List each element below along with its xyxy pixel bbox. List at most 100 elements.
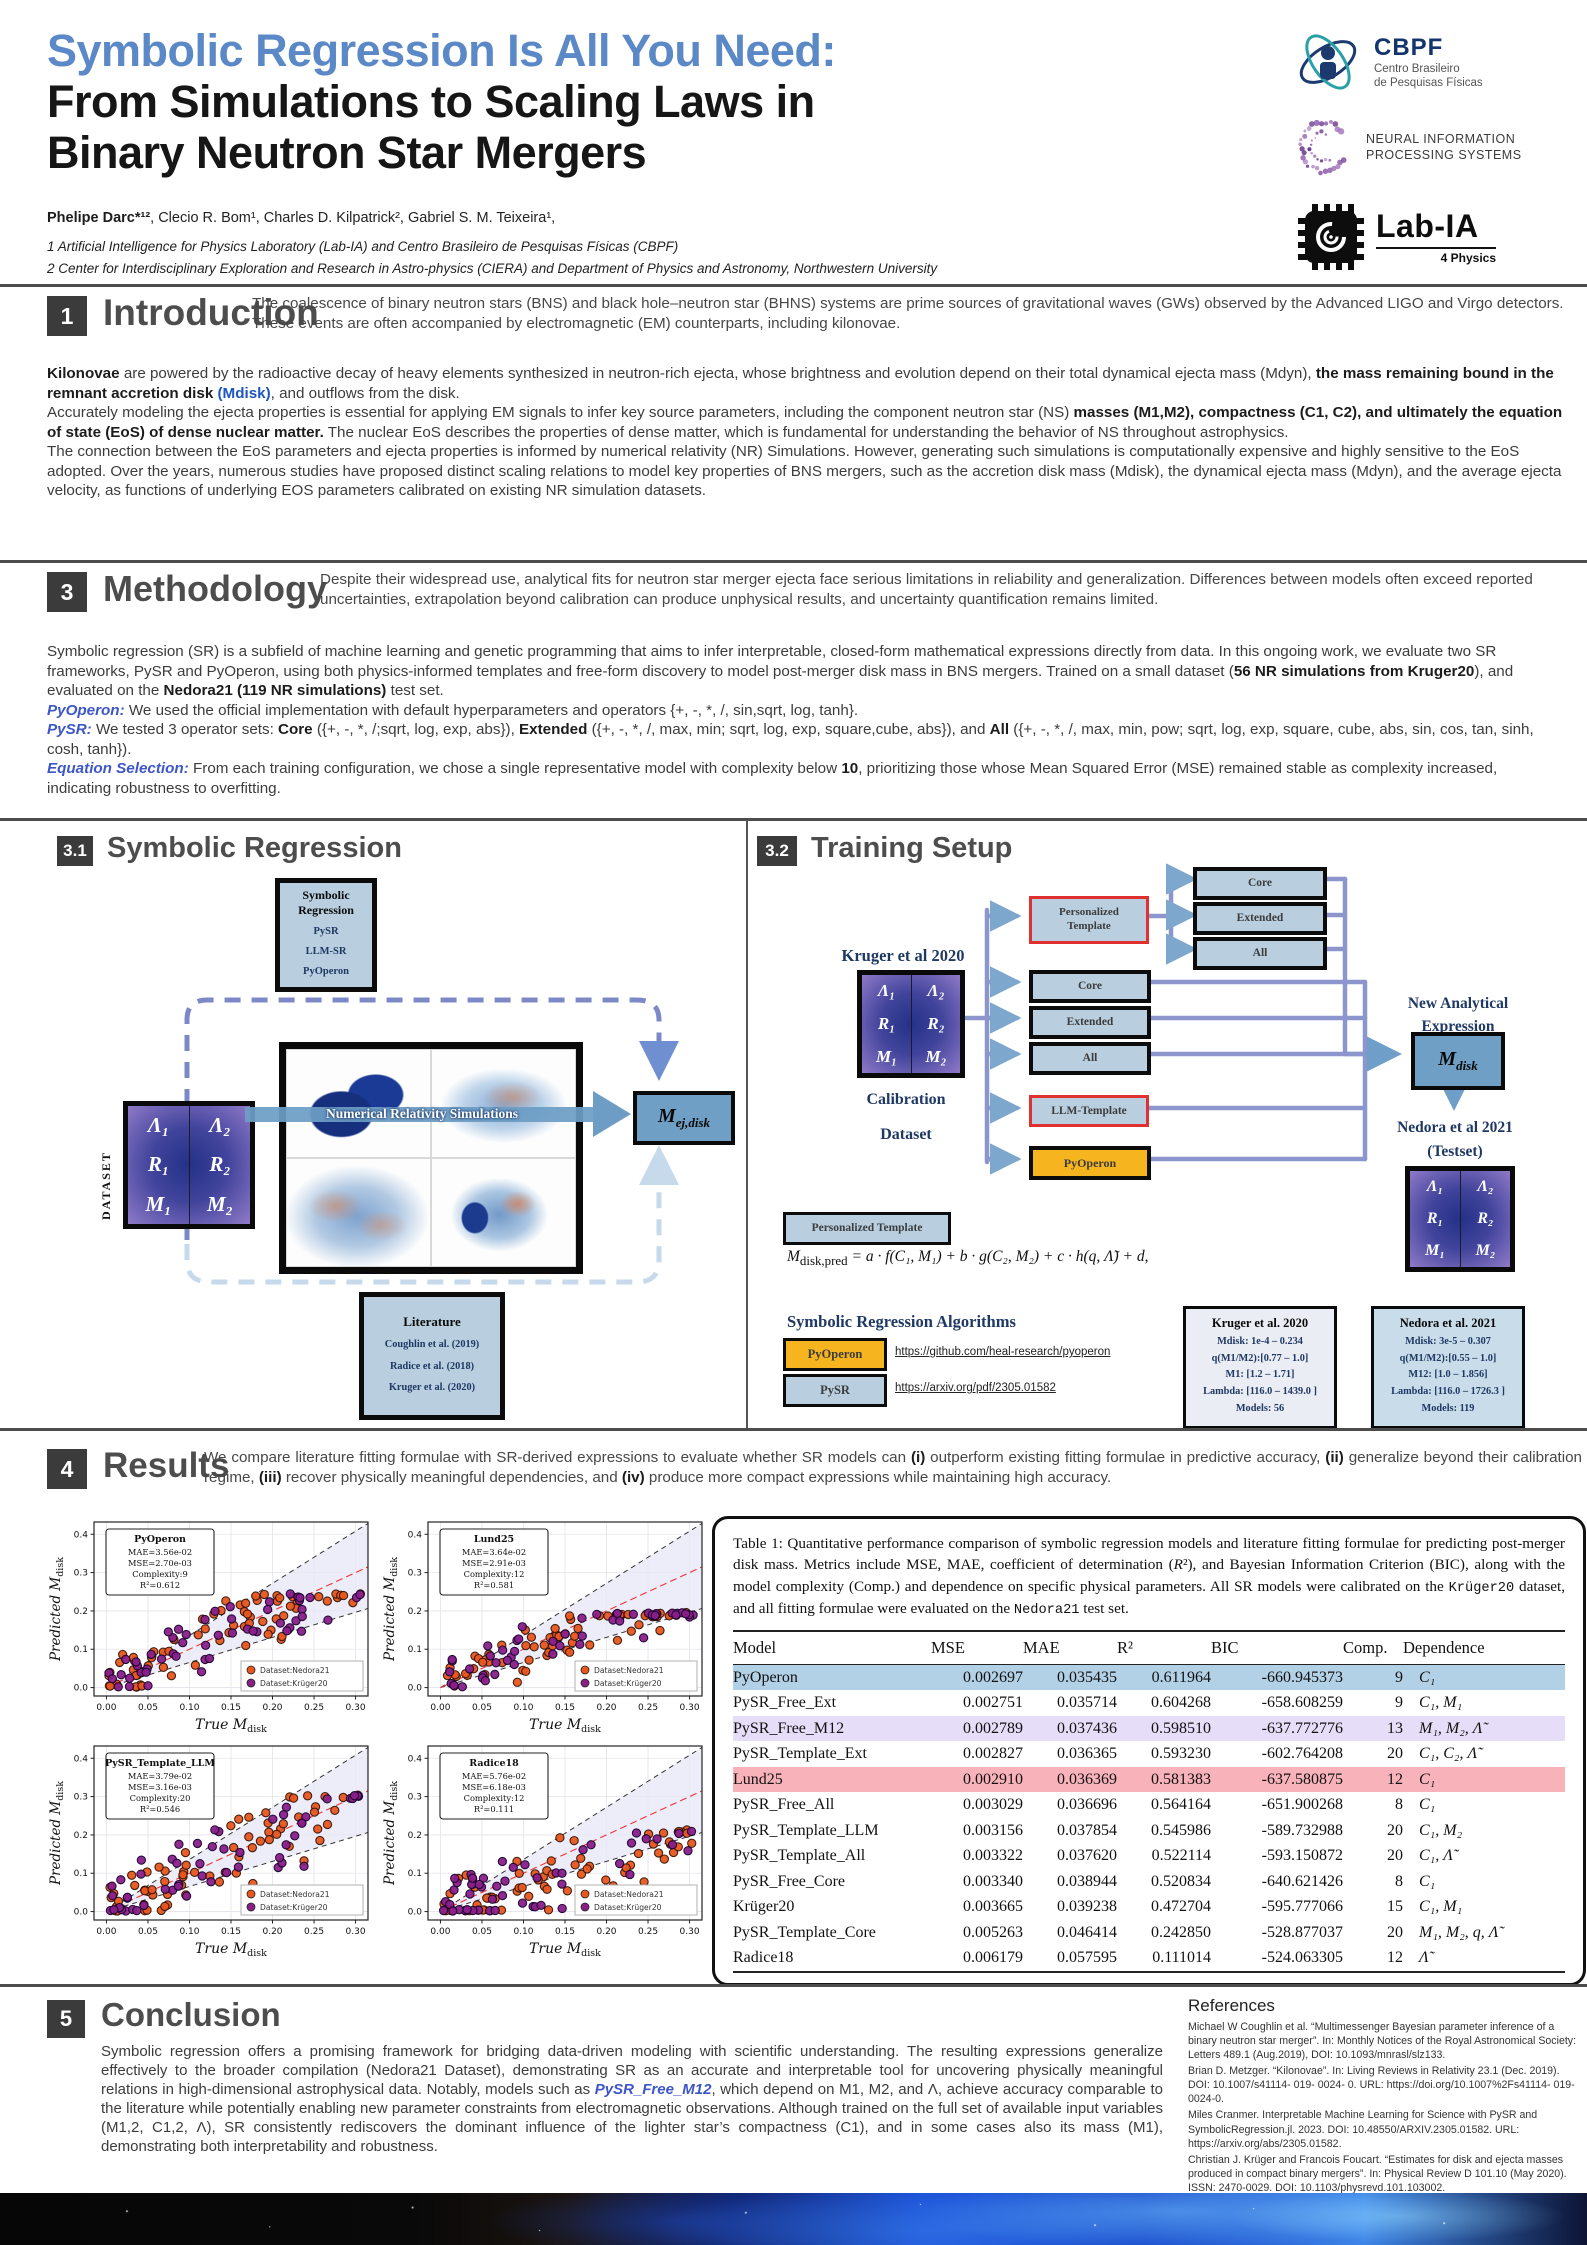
- cell-comp: 9: [1395, 1668, 1403, 1686]
- cell-dependence: C₁, M₂: [1419, 1821, 1463, 1839]
- svg-text:0.30: 0.30: [346, 1927, 366, 1937]
- cell-comp: 20: [1387, 1821, 1403, 1839]
- svg-text:0.30: 0.30: [680, 1703, 700, 1713]
- affiliation-2: 2 Center for Interdisciplinary Explorati…: [47, 261, 938, 277]
- scatter-plot-pyoperon: 0.00 0.05 0.10 0.15 0.20 0.25 0.30 0.0 0.1 0.2 0.3…: [48, 1512, 378, 1739]
- svg-text:0.05: 0.05: [472, 1927, 492, 1937]
- cell-dependence: C₁: [1419, 1796, 1436, 1814]
- affiliations: 1 Artificial Intelligence for Physics La…: [47, 236, 1247, 281]
- poster-title: Symbolic Regression Is All You Need: Fro…: [47, 25, 947, 179]
- cell-dependence: M₁, M₂, Λ̃: [1419, 1719, 1483, 1737]
- intro-blurb: The coalescence of binary neutron stars …: [252, 295, 1564, 332]
- pyoperon-link-box: PyOperon: [783, 1338, 887, 1371]
- matrix-entry: R₂: [1477, 1210, 1494, 1227]
- mejdisk-box: Mej,disk: [633, 1091, 735, 1145]
- kruger-range-box: Kruger et al. 2020 Mdisk: 1e-4 – 0.234 q(…: [1183, 1306, 1337, 1428]
- matrix-entry: M₁: [1425, 1242, 1445, 1259]
- personalized-template-box: Personalized Template: [1029, 896, 1149, 944]
- personalized-template-legend: Personalized Template: [783, 1212, 951, 1245]
- cell-model: Lund25: [733, 1770, 783, 1788]
- cell-r2: 0.604268: [1151, 1694, 1211, 1712]
- svg-text:Predicted Mdisk: Predicted Mdisk: [382, 1781, 400, 1886]
- labia-chip-icon: [1298, 204, 1364, 270]
- svg-text:0.2: 0.2: [74, 1607, 88, 1617]
- table-header-cell: R²: [1117, 1637, 1133, 1657]
- cell-model: PySR_Template_All: [733, 1847, 866, 1865]
- svg-text:0.15: 0.15: [221, 1927, 241, 1937]
- svg-text:0.00: 0.00: [430, 1927, 450, 1937]
- svg-text:0.1: 0.1: [408, 1869, 422, 1879]
- svg-text:0.1: 0.1: [74, 1869, 88, 1879]
- conclusion-body: Symbolic regression offers a promising f…: [101, 2043, 1163, 2156]
- methodology-para-2: PyOperon: We used the official implement…: [47, 701, 859, 719]
- cell-mse: 0.003156: [963, 1821, 1023, 1839]
- cell-mse: 0.003340: [963, 1872, 1023, 1890]
- pysr-link[interactable]: https://arxiv.org/pdf/2305.01582: [895, 1382, 1056, 1394]
- cell-model: PySR_Template_Ext: [733, 1745, 867, 1763]
- neurips-logo: NEURAL INFORMATION PROCESSING SYSTEMS: [1292, 106, 1582, 188]
- cell-bic: -660.945373: [1261, 1668, 1343, 1686]
- nr-flow-label: Numerical Relativity Simulations: [326, 1106, 518, 1121]
- methodology-para-1: Symbolic regression (SR) is a subfield o…: [47, 643, 1514, 700]
- divider: [0, 560, 1587, 563]
- cell-mse: 0.003665: [963, 1898, 1023, 1916]
- table-row: PySR_Free_Core 0.003340 0.038944 0.52083…: [733, 1869, 1565, 1895]
- pyoperon-link[interactable]: https://github.com/heal-research/pyopero…: [895, 1346, 1111, 1358]
- table-header-cell: Comp.: [1343, 1637, 1388, 1657]
- divider: [0, 284, 1587, 287]
- table-row: PySR_Free_Ext 0.002751 0.035714 0.604268…: [733, 1690, 1565, 1716]
- svg-text:0.3: 0.3: [74, 1569, 88, 1579]
- references: References Michael W Coughlin et al. “Mu…: [1188, 1992, 1582, 2197]
- matrix-entry: Λ₁: [1426, 1178, 1444, 1195]
- literature-item: Coughlin et al. (2019): [384, 1339, 480, 1351]
- svg-text:0.1: 0.1: [74, 1645, 88, 1655]
- svg-text:MAE=3.56e-02: MAE=3.56e-02: [128, 1547, 192, 1557]
- sr-box-title-1: Symbolic: [302, 888, 350, 903]
- cell-r2: 0.593230: [1151, 1745, 1211, 1763]
- cell-comp: 15: [1387, 1898, 1403, 1916]
- llm-template-box: LLM-Template: [1029, 1095, 1149, 1127]
- cell-comp: 8: [1395, 1796, 1403, 1814]
- cell-model: PySR_Free_Core: [733, 1872, 845, 1890]
- matrix-entry: R₂: [927, 1013, 945, 1033]
- svg-text:0.3: 0.3: [408, 1569, 422, 1579]
- svg-text:R²=0.612: R²=0.612: [140, 1580, 180, 1590]
- references-heading: References: [1188, 1996, 1275, 2015]
- nedora-range-box: Nedora et al. 2021 Mdisk: 3e-5 – 0.307 q(…: [1371, 1306, 1525, 1428]
- svg-text:Lund25: Lund25: [474, 1534, 514, 1545]
- section-1-heading: Introduction: [103, 292, 319, 333]
- matrix-entry: R₁: [147, 1152, 170, 1177]
- svg-text:Dataset:Nedora21: Dataset:Nedora21: [594, 1890, 664, 1899]
- cell-bic: -658.608259: [1261, 1694, 1343, 1712]
- methodology-para-3: PySR: We tested 3 operator sets: Core ({…: [47, 721, 1534, 758]
- nr-sim-image-remnant: [431, 1158, 576, 1267]
- svg-text:0.15: 0.15: [555, 1927, 575, 1937]
- svg-text:0.10: 0.10: [179, 1927, 199, 1937]
- cell-comp: 8: [1395, 1872, 1403, 1890]
- scatter-plot-radice18: 0.00 0.05 0.10 0.15 0.20 0.25 0.30 0.0 0.1 0.2 0.3…: [382, 1736, 712, 1963]
- cell-comp: 20: [1387, 1745, 1403, 1763]
- nedora-testset-label: Nedora et al 2021 (Testset): [1375, 1116, 1535, 1164]
- nedora-label-line1: Nedora et al 2021: [1397, 1119, 1513, 1136]
- matrix-entry: Λ₁: [877, 981, 896, 1001]
- svg-text:0.15: 0.15: [221, 1703, 241, 1713]
- svg-text:Dataset:Krüger20: Dataset:Krüger20: [260, 1679, 328, 1688]
- cell-mae: 0.046414: [1057, 1923, 1117, 1941]
- methodology-paragraphs: Symbolic regression (SR) is a subfield o…: [47, 642, 1563, 798]
- section-3-1-heading: Symbolic Regression: [107, 832, 402, 864]
- matrix-entry: M₂: [925, 1046, 947, 1066]
- template-equation: Mdisk,pred = a · f(C₁, M₁) + b · g(C₂, M…: [787, 1248, 1149, 1269]
- svg-text:0.2: 0.2: [408, 1831, 422, 1841]
- cell-comp: 9: [1395, 1694, 1403, 1712]
- cell-dependence: C₁: [1419, 1668, 1436, 1686]
- operator-set-box: Extended: [1193, 902, 1327, 935]
- cell-mae: 0.036365: [1057, 1745, 1117, 1763]
- section-3-badge: 3: [47, 572, 87, 612]
- labia-subtitle: 4 Physics: [1440, 250, 1496, 265]
- svg-text:MAE=3.79e-02: MAE=3.79e-02: [128, 1771, 192, 1781]
- nr-sim-image-inspiral: [286, 1049, 431, 1158]
- operator-set-box: All: [1029, 1042, 1151, 1075]
- svg-text:0.05: 0.05: [138, 1703, 158, 1713]
- cell-bic: -593.150872: [1261, 1847, 1343, 1865]
- cell-mse: 0.002751: [963, 1694, 1023, 1712]
